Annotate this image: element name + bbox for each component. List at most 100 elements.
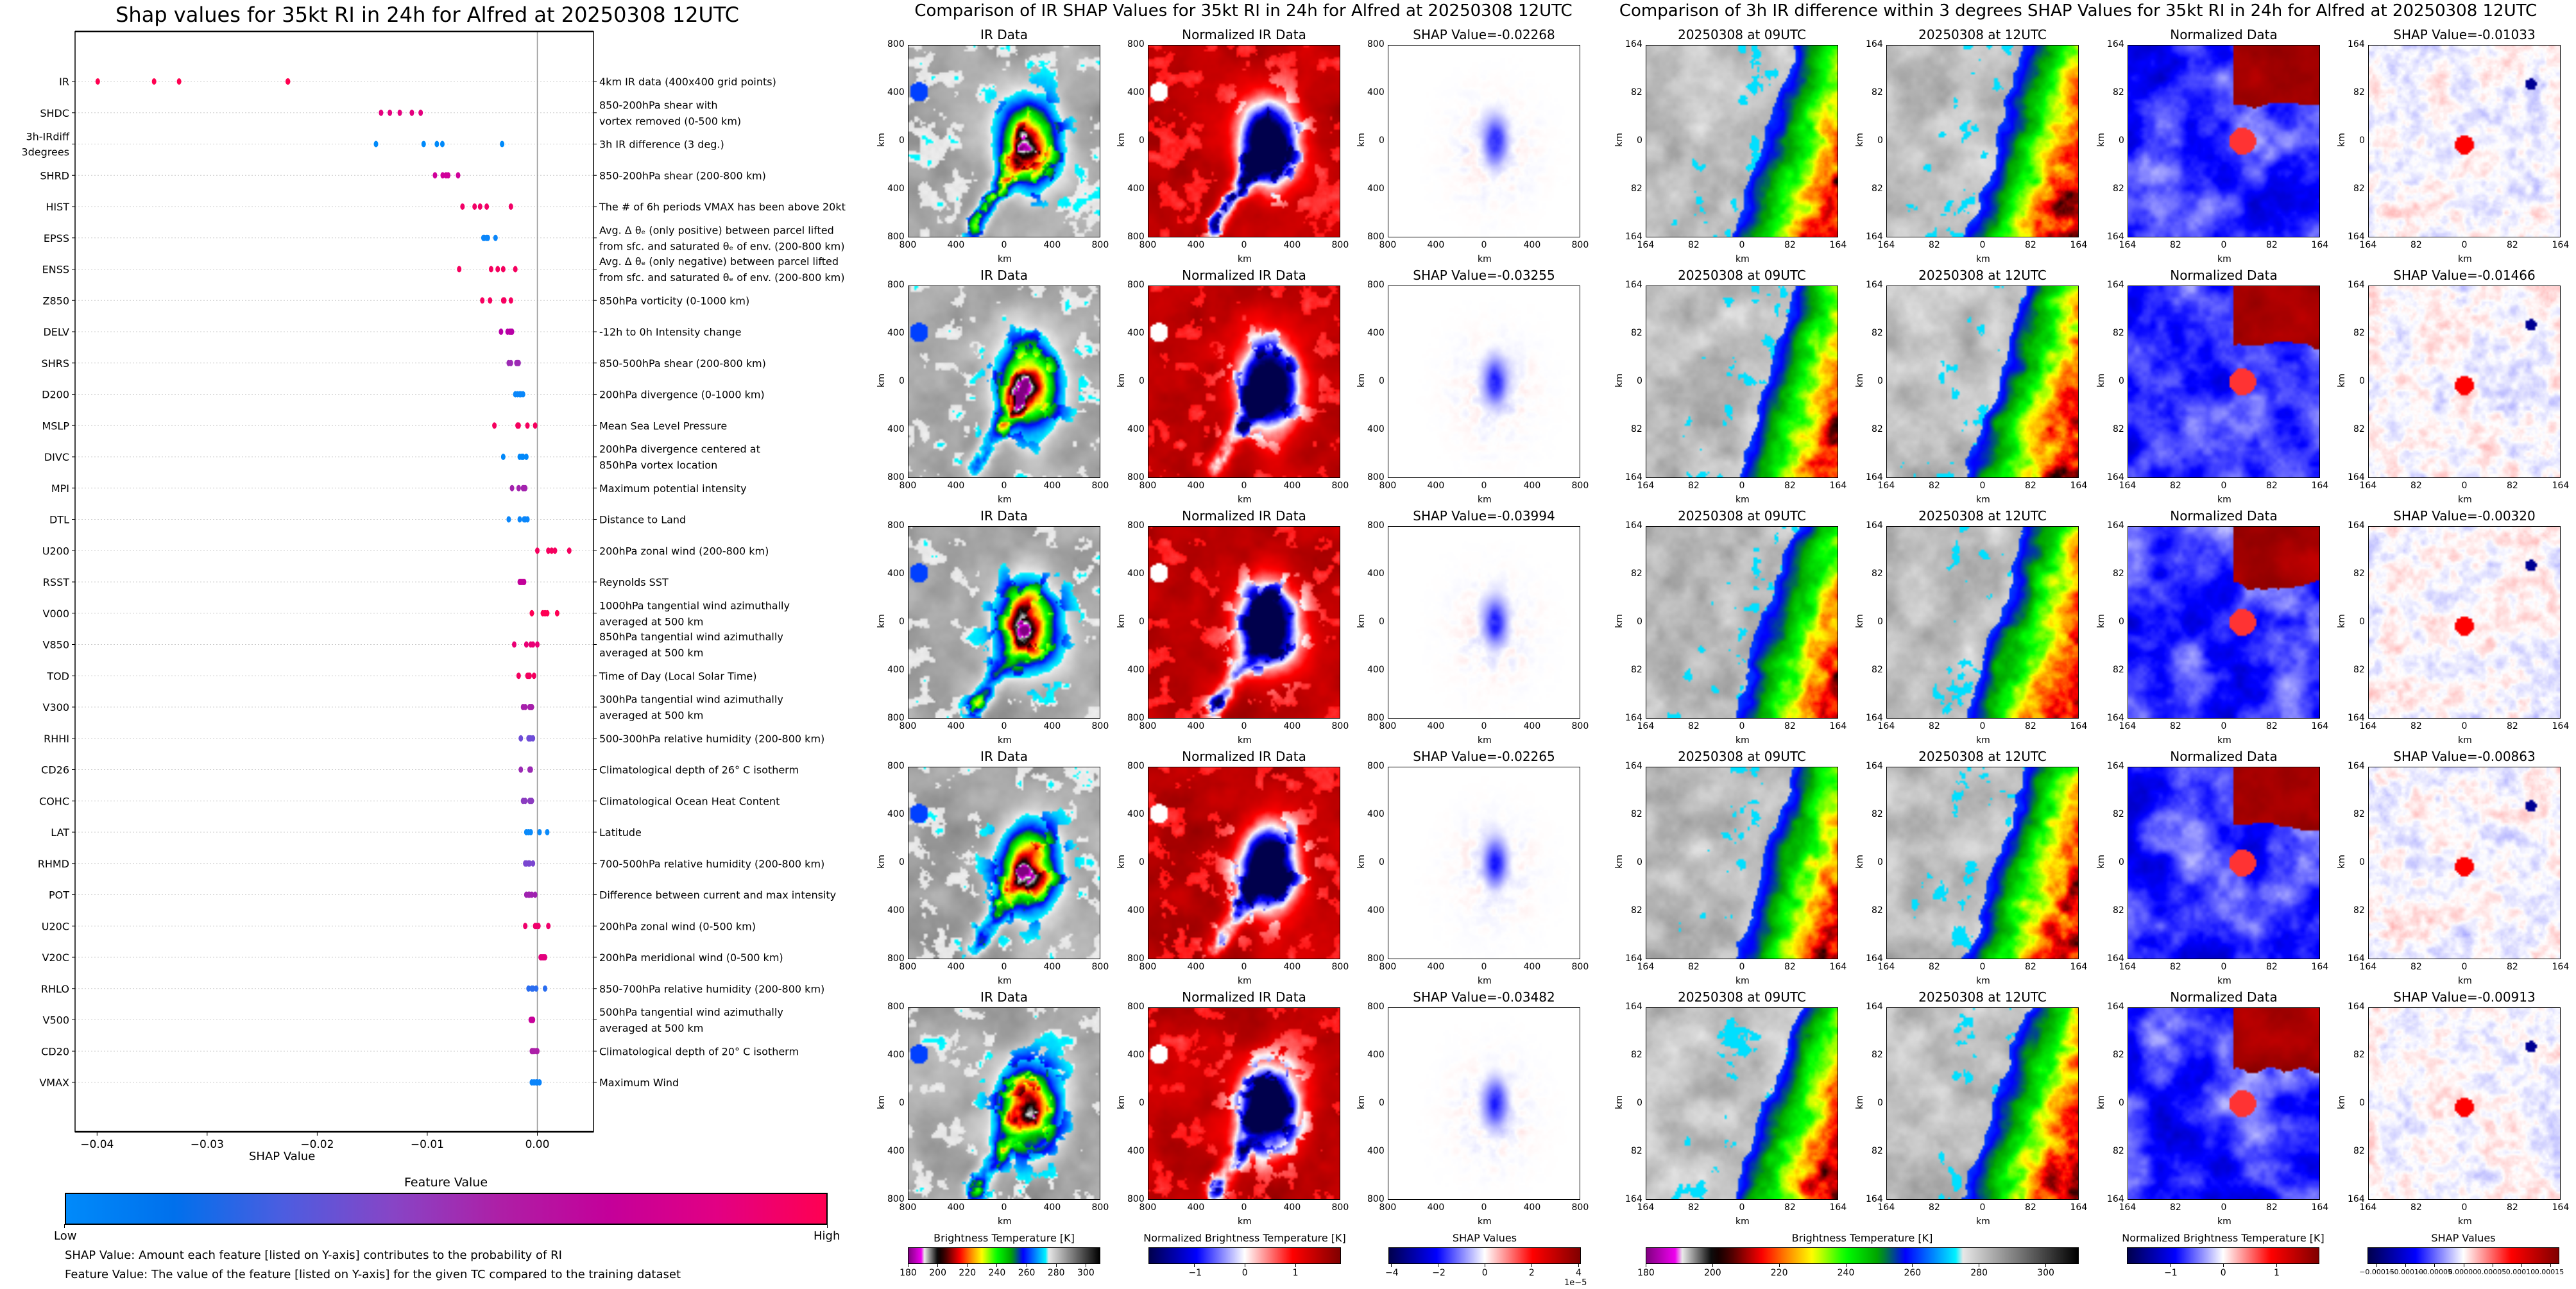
shap-dot	[523, 798, 528, 805]
image-panel-h12	[1886, 286, 2079, 478]
image-panel-irn	[1148, 45, 1340, 237]
x-tick-label: 164	[2552, 962, 2570, 972]
feature-value-colorbar	[65, 1193, 828, 1225]
shap-dot	[531, 735, 536, 742]
y-tick-label: 800	[1367, 1002, 1385, 1012]
x-tick-label: 0	[1241, 481, 1247, 491]
ir-brightness-colorbar	[908, 1247, 1100, 1264]
y-tick-label: 400	[1367, 665, 1385, 675]
image-panel-h12	[1886, 45, 2079, 237]
feature-label: Z850	[43, 295, 70, 307]
x-tick-label: 0	[1481, 1202, 1487, 1213]
y-tick-label: 82	[1631, 568, 1642, 579]
y-tick-label: 164	[2107, 1194, 2124, 1204]
y-tick-label: 164	[2348, 953, 2365, 964]
y-tick-label: 800	[887, 39, 905, 49]
feature-description: averaged at 500 km	[599, 615, 703, 627]
panel-image	[2128, 46, 2319, 237]
y-tick-label: 400	[1127, 905, 1145, 916]
colorbar-tick-label: −1	[1188, 1268, 1202, 1278]
x-tick-label: 800	[899, 240, 917, 250]
image-panel-h12	[1886, 1007, 2079, 1200]
x-tick-label: 400	[1427, 240, 1445, 250]
y-tick-label: 800	[887, 520, 905, 531]
y-tick-label: 164	[1625, 39, 1642, 49]
image-panel-hs	[2368, 286, 2561, 478]
colorbar-tick	[1578, 1264, 1580, 1267]
feature-label: RHLO	[41, 983, 69, 995]
y-axis-label: km	[1356, 373, 1367, 388]
panel-image	[2369, 767, 2560, 959]
x-tick-label: 0	[2461, 721, 2468, 731]
image-panel-ir	[908, 767, 1100, 959]
panel-image	[1388, 46, 1580, 237]
y-tick-label: 400	[887, 184, 905, 194]
feature-description: 850-200hPa shear with	[599, 99, 718, 111]
y-tick-label: 164	[1866, 713, 1883, 723]
x-tick-label: 800	[1091, 962, 1109, 972]
panel-image	[2369, 286, 2560, 477]
y-tick-label: 164	[1866, 520, 1883, 531]
y-axis-label: km	[1116, 614, 1127, 628]
feature-label: RHMD	[38, 858, 69, 870]
panel-title: SHAP Value=-0.01466	[2393, 268, 2536, 283]
y-tick-label: 0	[2119, 857, 2124, 867]
image-panel-h09	[1646, 767, 1838, 959]
x-tick-label: 800	[1379, 721, 1397, 731]
y-tick-label: 164	[2107, 39, 2124, 49]
x-tick-label: 400	[1043, 240, 1061, 250]
panel-image	[2128, 527, 2319, 718]
feature-description: 700-500hPa relative humidity (200-800 km…	[599, 858, 824, 870]
y-axis-label: km	[1854, 373, 1865, 388]
shap-dot	[520, 391, 525, 398]
x-tick-label: 400	[1283, 721, 1301, 731]
x-tick-label: 82	[2025, 962, 2036, 972]
y-tick-label: 800	[1367, 520, 1385, 531]
colorbar-tick	[1912, 1264, 1913, 1267]
y-tick-label: 400	[887, 809, 905, 819]
y-tick-label: 164	[2348, 232, 2365, 242]
y-tick-label: 400	[1127, 328, 1145, 338]
x-tick-label: 164	[1829, 481, 1847, 491]
colorbar-tick	[1194, 1264, 1195, 1267]
y-tick-label: 164	[1866, 761, 1883, 771]
shap-dot	[533, 422, 538, 429]
feature-description: 850-700hPa relative humidity (200-800 km…	[599, 983, 824, 995]
feature-description: Climatological Ocean Heat Content	[599, 795, 780, 807]
feature-description: Climatological depth of 26° C isotherm	[599, 764, 799, 776]
y-tick-label: 800	[1127, 472, 1145, 482]
panel-image	[1646, 767, 1838, 959]
x-tick-label: 82	[2507, 962, 2518, 972]
y-tick-label: 0	[1379, 1098, 1385, 1108]
panel-title: IR Data	[980, 989, 1028, 1005]
feature-label: V500	[43, 1014, 69, 1027]
y-tick-label: 82	[1872, 328, 1883, 338]
panel-image	[1887, 767, 2078, 959]
y-axis-label: km	[1614, 133, 1625, 147]
y-tick-label: 164	[2348, 520, 2365, 531]
colorbar-tick	[996, 1264, 998, 1267]
x-tick-label: 82	[2410, 721, 2422, 731]
shap-dot	[549, 547, 554, 554]
panel-title: 20250308 at 09UTC	[1678, 268, 1806, 283]
shap-dot	[488, 266, 493, 273]
feature-description: 850-200hPa shear (200-800 km)	[599, 169, 766, 182]
colorbar-title: Normalized Brightness Temperature [K]	[2122, 1232, 2324, 1244]
x-tick-label: 800	[1571, 962, 1589, 972]
y-tick-label: 400	[1127, 1146, 1145, 1156]
y-axis-label: km	[1116, 1095, 1127, 1109]
x-tick-label: 0	[2221, 481, 2227, 491]
colorbar-tick-label: 220	[1770, 1268, 1788, 1278]
shap-dot	[529, 610, 534, 617]
panel-image	[1148, 527, 1340, 718]
shap-dot	[531, 860, 536, 867]
x-axis-label: km	[2458, 735, 2472, 746]
x-tick-label: 800	[1571, 481, 1589, 491]
colorbar-title: SHAP Values	[2431, 1232, 2496, 1244]
ir-normalized-colorbar	[1148, 1247, 1341, 1264]
feature-description: 200hPa divergence centered at	[599, 443, 760, 456]
shap-dot	[511, 641, 516, 648]
x-tick-label: 0	[1739, 1202, 1745, 1213]
x-tick-label: 82	[2025, 481, 2036, 491]
y-tick-label: 0	[2119, 617, 2124, 627]
